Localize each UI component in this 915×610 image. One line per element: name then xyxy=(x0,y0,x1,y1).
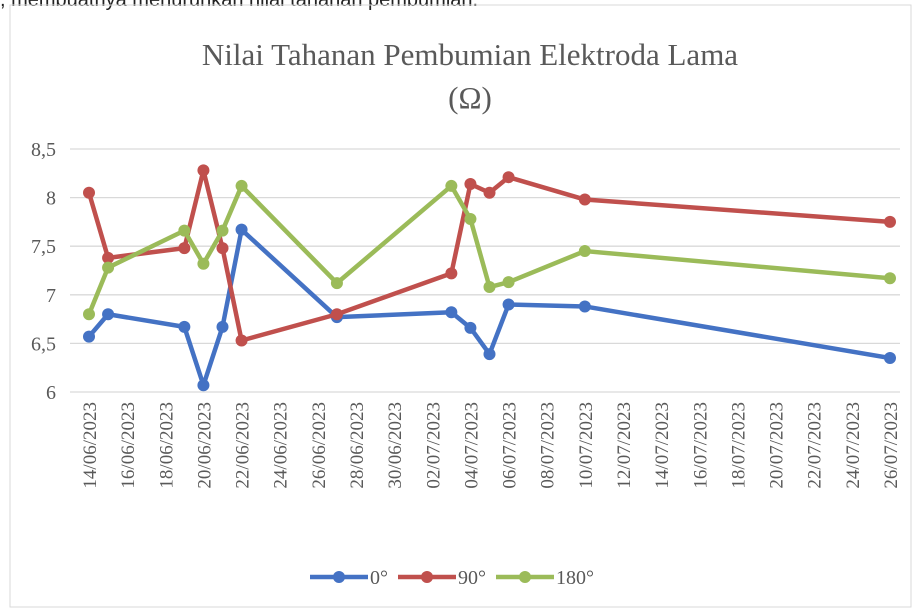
point xyxy=(483,281,496,294)
x-tick-label: 12/07/2023 xyxy=(614,402,635,489)
x-tick-label: 20/07/2023 xyxy=(767,402,788,489)
y-tick-label: 7 xyxy=(46,285,56,307)
x-tick-label: 02/07/2023 xyxy=(423,402,444,489)
legend-item: 90° xyxy=(398,567,486,589)
point xyxy=(235,223,248,236)
point xyxy=(445,179,458,192)
point xyxy=(102,308,115,321)
point xyxy=(502,298,515,311)
x-tick-label: 14/06/2023 xyxy=(80,402,101,489)
x-tick-label: 20/06/2023 xyxy=(194,402,215,489)
point xyxy=(216,242,229,255)
point xyxy=(502,276,515,289)
point xyxy=(483,348,496,361)
point xyxy=(197,379,210,392)
point xyxy=(578,193,591,206)
point xyxy=(83,186,95,199)
y-tick-label: 7,5 xyxy=(31,236,56,258)
point xyxy=(884,351,896,364)
point xyxy=(178,320,191,333)
x-tick-label: 28/06/2023 xyxy=(347,402,368,489)
point xyxy=(330,277,343,290)
x-tick-label: 18/07/2023 xyxy=(728,402,749,489)
point xyxy=(235,179,248,192)
chart-title: (Ω) xyxy=(448,80,492,115)
x-tick-label: 08/07/2023 xyxy=(538,402,559,489)
legend-label: 90° xyxy=(458,567,486,589)
legend-item: 0° xyxy=(310,567,388,589)
y-tick-label: 8 xyxy=(46,188,56,210)
point xyxy=(464,177,477,190)
chart-border xyxy=(9,4,912,608)
point xyxy=(178,224,191,237)
x-tick-label: 04/07/2023 xyxy=(461,402,482,489)
point xyxy=(445,267,458,280)
x-tick-label: 24/06/2023 xyxy=(271,402,292,489)
point xyxy=(102,251,115,264)
point xyxy=(578,300,591,313)
point xyxy=(884,272,896,285)
point xyxy=(197,257,210,270)
point xyxy=(578,245,591,258)
point xyxy=(83,330,95,343)
y-tick-label: 6 xyxy=(46,382,56,404)
x-tick-label: 24/07/2023 xyxy=(843,402,864,489)
point xyxy=(197,164,210,177)
point xyxy=(330,308,343,321)
legend-marker xyxy=(519,571,531,583)
point xyxy=(483,186,496,199)
point xyxy=(235,334,248,347)
x-tick-label: 16/07/2023 xyxy=(690,402,711,489)
y-tick-label: 8,5 xyxy=(31,139,56,161)
legend-item: 180° xyxy=(496,567,594,589)
legend-marker xyxy=(421,571,433,583)
x-tick-label: 16/06/2023 xyxy=(118,402,139,489)
point xyxy=(464,212,477,225)
x-tick-label: 14/07/2023 xyxy=(652,402,673,489)
point xyxy=(216,224,229,237)
y-tick-label: 6,5 xyxy=(31,333,56,355)
x-tick-label: 22/06/2023 xyxy=(233,402,254,489)
x-tick-label: 10/07/2023 xyxy=(576,402,597,489)
point xyxy=(178,242,191,255)
point xyxy=(884,215,896,228)
x-tick-label: 22/07/2023 xyxy=(805,402,826,489)
x-tick-label: 18/06/2023 xyxy=(156,402,177,489)
point xyxy=(464,321,477,334)
x-tick-label: 26/07/2023 xyxy=(881,402,902,489)
point xyxy=(216,320,229,333)
legend-marker xyxy=(333,571,345,583)
chart-title: Nilai Tahanan Pembumian Elektroda Lama xyxy=(202,37,738,72)
legend-label: 180° xyxy=(556,567,594,589)
legend-label: 0° xyxy=(370,567,388,589)
point xyxy=(83,308,95,321)
x-tick-label: 30/06/2023 xyxy=(385,402,406,489)
x-tick-label: 26/06/2023 xyxy=(309,402,330,489)
point xyxy=(502,171,515,184)
x-tick-label: 06/07/2023 xyxy=(500,402,521,489)
point xyxy=(445,306,458,319)
point xyxy=(102,261,115,274)
